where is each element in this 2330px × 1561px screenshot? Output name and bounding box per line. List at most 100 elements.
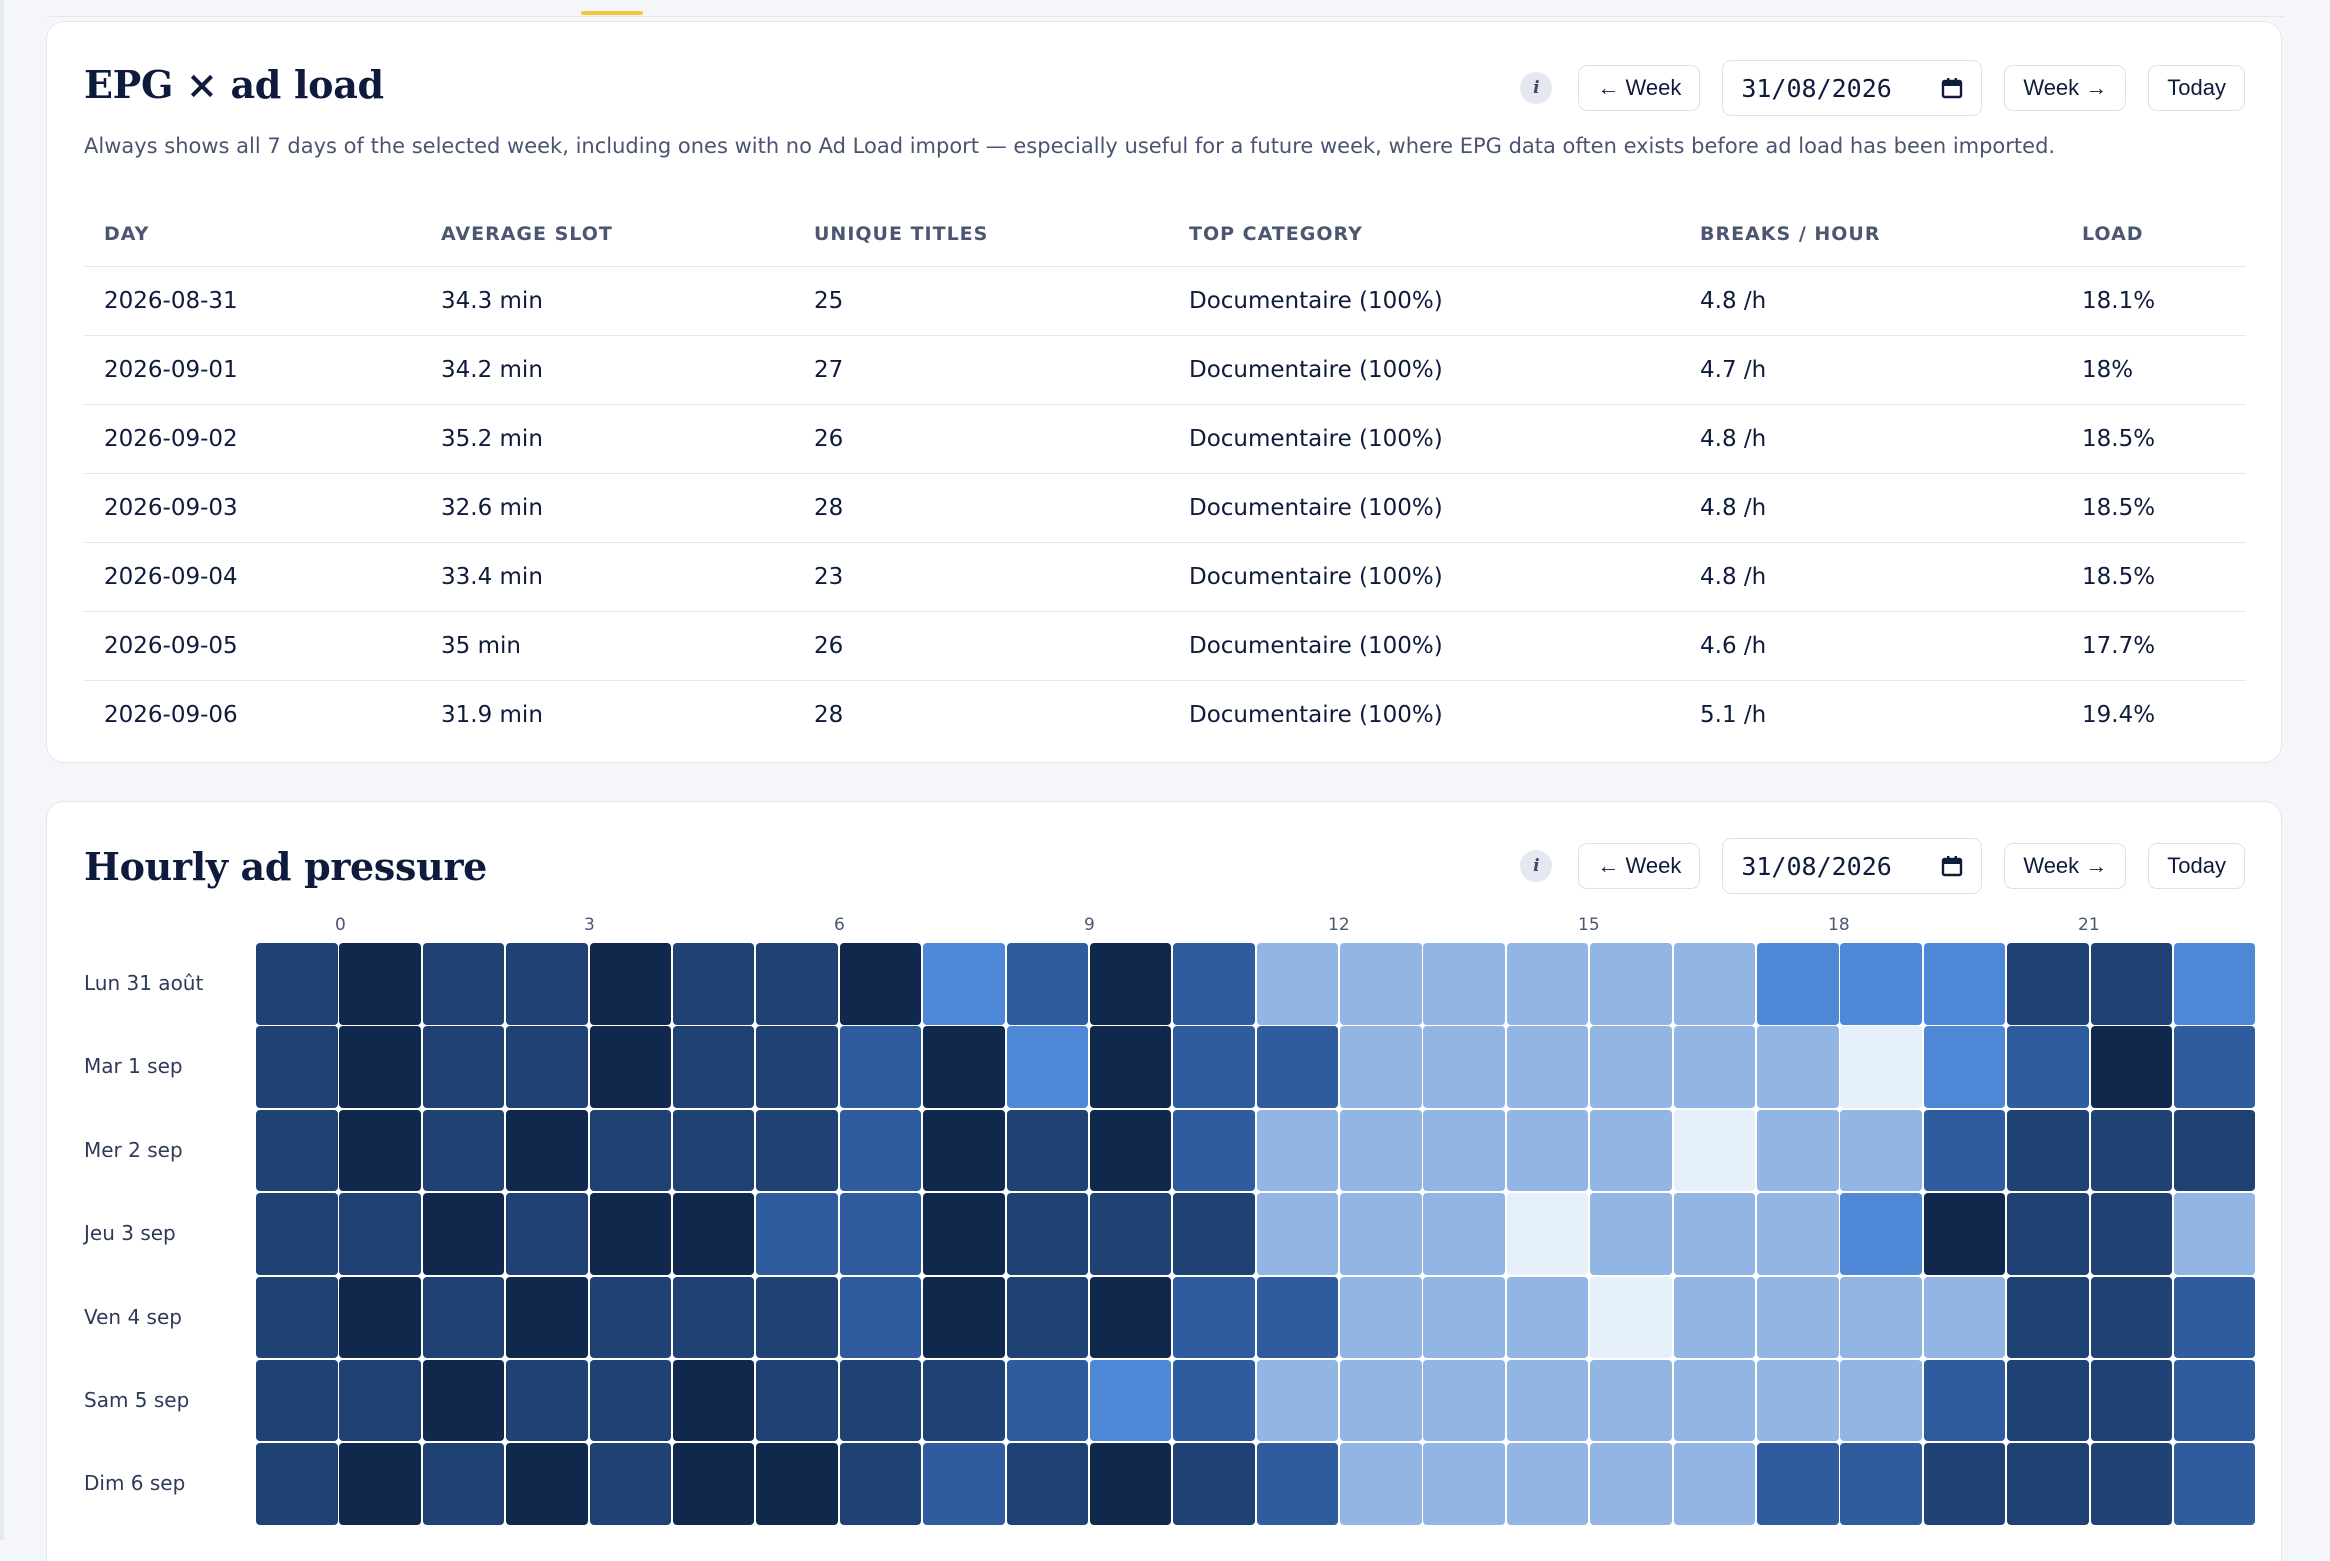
- heatmap-cell[interactable]: [1006, 1026, 1089, 1108]
- heatmap-cell[interactable]: [1256, 1276, 1339, 1359]
- heatmap-cell[interactable]: [1923, 1193, 2006, 1275]
- heatmap-cell[interactable]: [422, 1026, 505, 1108]
- heatmap-cell[interactable]: [256, 1276, 338, 1359]
- heatmap-cell[interactable]: [506, 1193, 588, 1275]
- heatmap-cell[interactable]: [422, 1276, 505, 1359]
- heatmap-cell[interactable]: [1340, 1359, 1422, 1442]
- heatmap-cell[interactable]: [1590, 1359, 1672, 1442]
- heatmap-cell[interactable]: [1590, 1276, 1672, 1359]
- heatmap-cell[interactable]: [923, 1359, 1005, 1442]
- next-week-button[interactable]: Week →: [2004, 65, 2127, 111]
- heatmap-cell[interactable]: [1089, 1276, 1172, 1359]
- today-button[interactable]: Today: [2148, 843, 2245, 889]
- heatmap-cell[interactable]: [923, 1026, 1005, 1108]
- heatmap-cell[interactable]: [1423, 1359, 1505, 1442]
- heatmap-cell[interactable]: [2173, 1276, 2256, 1359]
- heatmap-cell[interactable]: [422, 1109, 505, 1192]
- heatmap-cell[interactable]: [839, 1109, 922, 1192]
- heatmap-cell[interactable]: [506, 1359, 588, 1442]
- heatmap-cell[interactable]: [923, 1443, 1005, 1525]
- heatmap-cell[interactable]: [422, 1193, 505, 1275]
- heatmap-cell[interactable]: [1173, 943, 1255, 1025]
- heatmap-cell[interactable]: [1840, 1443, 1922, 1525]
- heatmap-cell[interactable]: [339, 1443, 421, 1525]
- heatmap-cell[interactable]: [1089, 1359, 1172, 1442]
- heatmap-cell[interactable]: [589, 943, 672, 1025]
- heatmap-cell[interactable]: [1673, 1193, 1756, 1275]
- heatmap-cell[interactable]: [2007, 1193, 2089, 1275]
- heatmap-cell[interactable]: [923, 1193, 1005, 1275]
- heatmap-cell[interactable]: [506, 1026, 588, 1108]
- heatmap-cell[interactable]: [2007, 1443, 2089, 1525]
- heatmap-cell[interactable]: [756, 943, 838, 1025]
- heatmap-cell[interactable]: [1757, 943, 1839, 1025]
- heatmap-cell[interactable]: [1506, 943, 1589, 1025]
- heatmap-cell[interactable]: [1256, 1359, 1339, 1442]
- heatmap-cell[interactable]: [1506, 1276, 1589, 1359]
- calendar-icon[interactable]: [1941, 855, 1963, 877]
- heatmap-cell[interactable]: [1340, 1276, 1422, 1359]
- heatmap-cell[interactable]: [1089, 943, 1172, 1025]
- heatmap-cell[interactable]: [1923, 1359, 2006, 1442]
- heatmap-cell[interactable]: [1006, 1109, 1089, 1192]
- heatmap-cell[interactable]: [1173, 1026, 1255, 1108]
- heatmap-cell[interactable]: [839, 1026, 922, 1108]
- info-icon[interactable]: i: [1520, 72, 1553, 104]
- heatmap-cell[interactable]: [672, 1026, 755, 1108]
- heatmap-cell[interactable]: [1590, 1193, 1672, 1275]
- heatmap-cell[interactable]: [1423, 943, 1505, 1025]
- heatmap-cell[interactable]: [589, 1276, 672, 1359]
- heatmap-cell[interactable]: [1089, 1193, 1172, 1275]
- today-button[interactable]: Today: [2148, 65, 2245, 111]
- heatmap-cell[interactable]: [2090, 1109, 2173, 1192]
- heatmap-cell[interactable]: [422, 1359, 505, 1442]
- heatmap-cell[interactable]: [422, 943, 505, 1025]
- heatmap-cell[interactable]: [1340, 1026, 1422, 1108]
- heatmap-cell[interactable]: [2173, 1026, 2256, 1108]
- heatmap-cell[interactable]: [1006, 1359, 1089, 1442]
- heatmap-cell[interactable]: [1757, 1359, 1839, 1442]
- heatmap-cell[interactable]: [2173, 1359, 2256, 1442]
- heatmap-cell[interactable]: [339, 943, 421, 1025]
- heatmap-cell[interactable]: [2090, 1443, 2173, 1525]
- heatmap-cell[interactable]: [1423, 1109, 1505, 1192]
- heatmap-cell[interactable]: [2007, 1276, 2089, 1359]
- heatmap-cell[interactable]: [1673, 1276, 1756, 1359]
- heatmap-cell[interactable]: [256, 1193, 338, 1275]
- heatmap-cell[interactable]: [1673, 1109, 1756, 1192]
- heatmap-cell[interactable]: [2007, 1026, 2089, 1108]
- calendar-icon[interactable]: [1941, 77, 1963, 99]
- heatmap-cell[interactable]: [1757, 1276, 1839, 1359]
- heatmap-cell[interactable]: [589, 1359, 672, 1442]
- heatmap-cell[interactable]: [1923, 943, 2006, 1025]
- heatmap-cell[interactable]: [1590, 943, 1672, 1025]
- heatmap-cell[interactable]: [1256, 1109, 1339, 1192]
- heatmap-cell[interactable]: [1256, 1193, 1339, 1275]
- heatmap-cell[interactable]: [2007, 943, 2089, 1025]
- heatmap-cell[interactable]: [923, 943, 1005, 1025]
- heatmap-cell[interactable]: [1006, 943, 1089, 1025]
- heatmap-cell[interactable]: [1840, 1109, 1922, 1192]
- heatmap-cell[interactable]: [672, 1193, 755, 1275]
- heatmap-cell[interactable]: [2007, 1359, 2089, 1442]
- heatmap-cell[interactable]: [339, 1276, 421, 1359]
- heatmap-cell[interactable]: [1923, 1026, 2006, 1108]
- heatmap-cell[interactable]: [2173, 943, 2256, 1025]
- heatmap-cell[interactable]: [1757, 1193, 1839, 1275]
- heatmap-cell[interactable]: [1256, 1026, 1339, 1108]
- heatmap-cell[interactable]: [2090, 1026, 2173, 1108]
- heatmap-cell[interactable]: [923, 1276, 1005, 1359]
- heatmap-cell[interactable]: [1506, 1026, 1589, 1108]
- heatmap-cell[interactable]: [1340, 1193, 1422, 1275]
- heatmap-cell[interactable]: [1506, 1443, 1589, 1525]
- heatmap-cell[interactable]: [2090, 1193, 2173, 1275]
- heatmap-cell[interactable]: [1840, 943, 1922, 1025]
- heatmap-cell[interactable]: [1840, 1026, 1922, 1108]
- heatmap-cell[interactable]: [1423, 1026, 1505, 1108]
- heatmap-cell[interactable]: [256, 943, 338, 1025]
- heatmap-cell[interactable]: [339, 1193, 421, 1275]
- heatmap-cell[interactable]: [506, 1276, 588, 1359]
- heatmap-cell[interactable]: [672, 1276, 755, 1359]
- heatmap-cell[interactable]: [256, 1443, 338, 1525]
- heatmap-cell[interactable]: [672, 943, 755, 1025]
